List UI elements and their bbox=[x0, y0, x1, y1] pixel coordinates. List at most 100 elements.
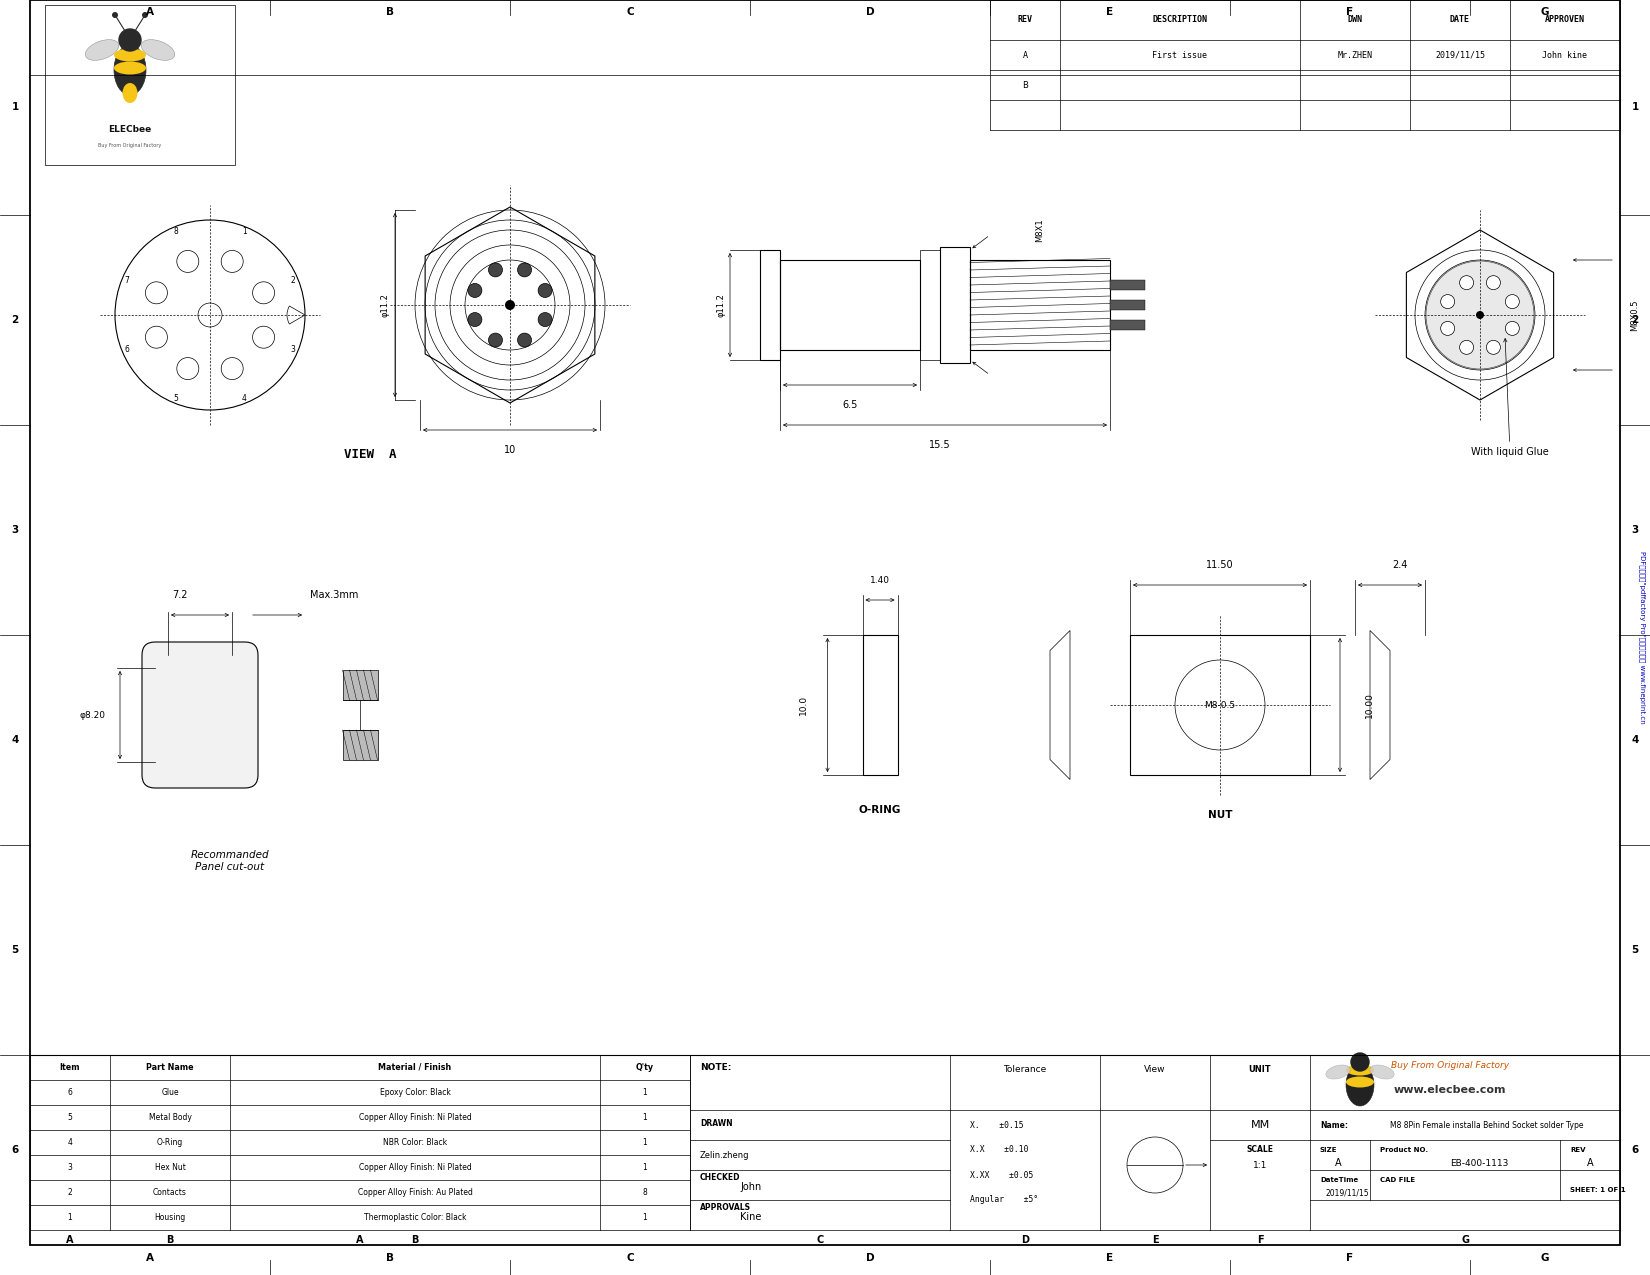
Circle shape bbox=[1440, 295, 1455, 309]
Text: B: B bbox=[411, 1235, 419, 1244]
Bar bbox=[1110, 300, 1145, 310]
Text: M8X0.5: M8X0.5 bbox=[1630, 300, 1640, 330]
Text: B: B bbox=[167, 1235, 173, 1244]
Text: Item: Item bbox=[59, 1063, 81, 1072]
Text: 4: 4 bbox=[12, 734, 18, 745]
Text: EB-400-1113: EB-400-1113 bbox=[1450, 1159, 1508, 1168]
Text: PDF文件使用"pdffactory Pro"试用版本创建 www.fineprint.cn: PDF文件使用"pdffactory Pro"试用版本创建 www.finepr… bbox=[1638, 551, 1645, 724]
Bar bbox=[761, 250, 780, 360]
Text: ELECbee: ELECbee bbox=[109, 125, 152, 134]
Text: A: A bbox=[145, 6, 153, 17]
Circle shape bbox=[1505, 295, 1520, 309]
Text: D: D bbox=[866, 6, 874, 17]
Text: Copper Alloy Finish: Ni Plated: Copper Alloy Finish: Ni Plated bbox=[358, 1113, 472, 1122]
Text: 6: 6 bbox=[124, 346, 129, 354]
Text: Contacts: Contacts bbox=[153, 1188, 186, 1197]
Circle shape bbox=[538, 312, 553, 326]
Text: X.XX    ±0.05: X.XX ±0.05 bbox=[970, 1170, 1033, 1179]
Text: Angular    ±5°: Angular ±5° bbox=[970, 1196, 1038, 1205]
Circle shape bbox=[1487, 275, 1500, 289]
Text: REV: REV bbox=[1018, 15, 1033, 24]
Text: 6: 6 bbox=[68, 1088, 73, 1096]
Text: B: B bbox=[386, 1253, 394, 1264]
Text: 2: 2 bbox=[290, 277, 295, 286]
Bar bbox=[45, 5, 234, 164]
Text: John: John bbox=[739, 1182, 761, 1192]
Text: MM: MM bbox=[1251, 1119, 1269, 1130]
FancyBboxPatch shape bbox=[142, 643, 257, 788]
Text: VIEW  A: VIEW A bbox=[343, 449, 396, 462]
Text: O-Ring: O-Ring bbox=[157, 1139, 183, 1148]
Text: 3: 3 bbox=[290, 346, 295, 354]
Bar bbox=[343, 731, 378, 760]
Text: A: A bbox=[66, 1235, 74, 1244]
Circle shape bbox=[518, 333, 531, 347]
Text: G: G bbox=[1460, 1235, 1468, 1244]
Text: APPROVALS: APPROVALS bbox=[700, 1202, 751, 1211]
Circle shape bbox=[1460, 275, 1473, 289]
Text: CHECKED: CHECKED bbox=[700, 1173, 741, 1182]
Text: CAD FILE: CAD FILE bbox=[1379, 1177, 1416, 1183]
Ellipse shape bbox=[142, 40, 175, 60]
Text: 3: 3 bbox=[68, 1163, 73, 1172]
Text: Kine: Kine bbox=[739, 1213, 761, 1221]
Text: 7.2: 7.2 bbox=[172, 590, 188, 601]
Text: 6: 6 bbox=[12, 1145, 18, 1155]
Text: 8: 8 bbox=[173, 227, 178, 236]
Text: SHEET: 1 OF 1: SHEET: 1 OF 1 bbox=[1571, 1187, 1625, 1193]
Bar bbox=[1110, 320, 1145, 330]
Text: 5: 5 bbox=[12, 945, 18, 955]
Text: 6.5: 6.5 bbox=[842, 400, 858, 411]
Text: 1: 1 bbox=[1632, 102, 1638, 112]
Text: D: D bbox=[1021, 1235, 1030, 1244]
Text: 6: 6 bbox=[1632, 1145, 1638, 1155]
Text: 5: 5 bbox=[68, 1113, 73, 1122]
Circle shape bbox=[469, 312, 482, 326]
Ellipse shape bbox=[114, 45, 145, 96]
Circle shape bbox=[469, 283, 482, 297]
Bar bbox=[863, 635, 898, 775]
Circle shape bbox=[1505, 321, 1520, 335]
Bar bbox=[940, 247, 970, 363]
Text: M8 8Pin Female installa Behind Socket solder Type: M8 8Pin Female installa Behind Socket so… bbox=[1389, 1121, 1584, 1130]
Text: φ8.20: φ8.20 bbox=[79, 710, 106, 719]
Text: 1: 1 bbox=[642, 1139, 647, 1148]
Text: 8: 8 bbox=[642, 1188, 647, 1197]
Text: φ11.2: φ11.2 bbox=[381, 293, 389, 317]
Circle shape bbox=[505, 300, 515, 310]
Text: 11.50: 11.50 bbox=[1206, 560, 1234, 570]
Text: DRAWN: DRAWN bbox=[700, 1118, 733, 1127]
Text: Copper Alloy Finish: Au Plated: Copper Alloy Finish: Au Plated bbox=[358, 1188, 472, 1197]
Ellipse shape bbox=[114, 48, 145, 61]
Text: 1: 1 bbox=[642, 1113, 647, 1122]
Text: 2: 2 bbox=[12, 315, 18, 325]
Text: 5: 5 bbox=[173, 394, 178, 403]
Text: www.elecbee.com: www.elecbee.com bbox=[1394, 1085, 1506, 1095]
Text: DESCRIPTION: DESCRIPTION bbox=[1152, 15, 1208, 24]
Text: 10: 10 bbox=[503, 445, 516, 455]
Text: NUT: NUT bbox=[1208, 810, 1233, 820]
Text: X.X    ±0.10: X.X ±0.10 bbox=[970, 1145, 1028, 1154]
Text: X.    ±0.15: X. ±0.15 bbox=[970, 1121, 1023, 1130]
Text: 1: 1 bbox=[12, 102, 18, 112]
Text: A: A bbox=[356, 1235, 363, 1244]
Circle shape bbox=[488, 333, 503, 347]
Circle shape bbox=[119, 29, 140, 51]
Text: E: E bbox=[1152, 1235, 1158, 1244]
Circle shape bbox=[538, 283, 553, 297]
Text: Q'ty: Q'ty bbox=[635, 1063, 653, 1072]
Ellipse shape bbox=[1346, 1065, 1374, 1105]
Text: View: View bbox=[1143, 1066, 1167, 1075]
Text: 1.40: 1.40 bbox=[870, 576, 889, 585]
Text: Copper Alloy Finish: Ni Plated: Copper Alloy Finish: Ni Plated bbox=[358, 1163, 472, 1172]
Text: 1: 1 bbox=[243, 227, 248, 236]
Bar bbox=[1130, 635, 1310, 775]
Text: With liquid Glue: With liquid Glue bbox=[1472, 339, 1549, 456]
Text: 1:1: 1:1 bbox=[1252, 1160, 1267, 1169]
Text: 4: 4 bbox=[68, 1139, 73, 1148]
Text: B: B bbox=[1021, 80, 1028, 89]
Text: 15.5: 15.5 bbox=[929, 440, 950, 450]
Text: 3: 3 bbox=[12, 525, 18, 536]
Text: 2: 2 bbox=[1632, 315, 1638, 325]
Circle shape bbox=[518, 263, 531, 277]
